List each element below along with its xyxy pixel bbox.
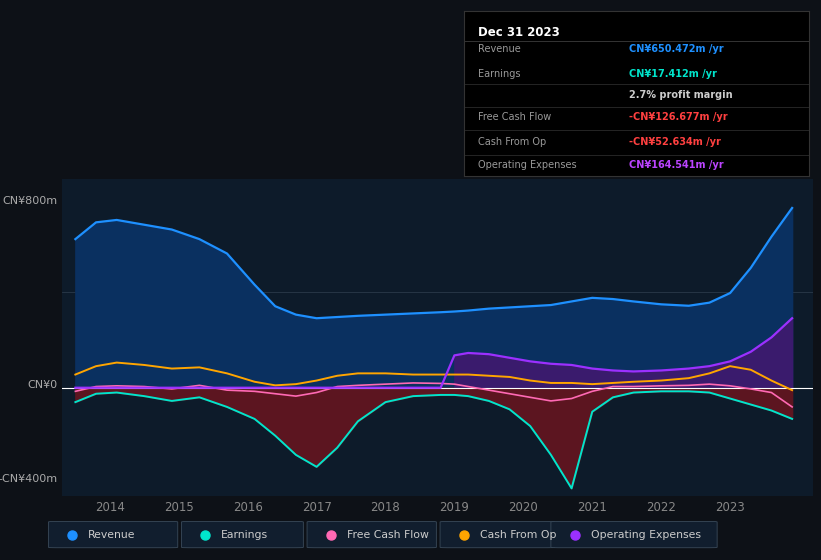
Text: Cash From Op: Cash From Op xyxy=(480,530,557,540)
Text: Revenue: Revenue xyxy=(478,44,521,54)
Text: Earnings: Earnings xyxy=(222,530,268,540)
Text: Revenue: Revenue xyxy=(89,530,135,540)
FancyBboxPatch shape xyxy=(181,521,304,548)
Text: Earnings: Earnings xyxy=(478,69,521,79)
Text: CN¥17.412m /yr: CN¥17.412m /yr xyxy=(630,69,718,79)
Text: Free Cash Flow: Free Cash Flow xyxy=(478,112,551,122)
Text: Cash From Op: Cash From Op xyxy=(478,137,546,147)
FancyBboxPatch shape xyxy=(307,521,437,548)
Text: -CN¥400m: -CN¥400m xyxy=(0,474,57,484)
Text: Free Cash Flow: Free Cash Flow xyxy=(347,530,429,540)
FancyBboxPatch shape xyxy=(440,521,555,548)
Text: -CN¥126.677m /yr: -CN¥126.677m /yr xyxy=(630,112,728,122)
Text: 2.7% profit margin: 2.7% profit margin xyxy=(630,91,733,100)
FancyBboxPatch shape xyxy=(48,521,178,548)
Text: CN¥0: CN¥0 xyxy=(28,380,57,390)
Text: Dec 31 2023: Dec 31 2023 xyxy=(478,26,559,39)
Text: CN¥164.541m /yr: CN¥164.541m /yr xyxy=(630,160,724,170)
Text: -CN¥52.634m /yr: -CN¥52.634m /yr xyxy=(630,137,722,147)
Text: Operating Expenses: Operating Expenses xyxy=(478,160,576,170)
FancyBboxPatch shape xyxy=(551,521,718,548)
Text: Operating Expenses: Operating Expenses xyxy=(591,530,701,540)
Text: CN¥650.472m /yr: CN¥650.472m /yr xyxy=(630,44,724,54)
Text: CN¥800m: CN¥800m xyxy=(2,196,57,206)
